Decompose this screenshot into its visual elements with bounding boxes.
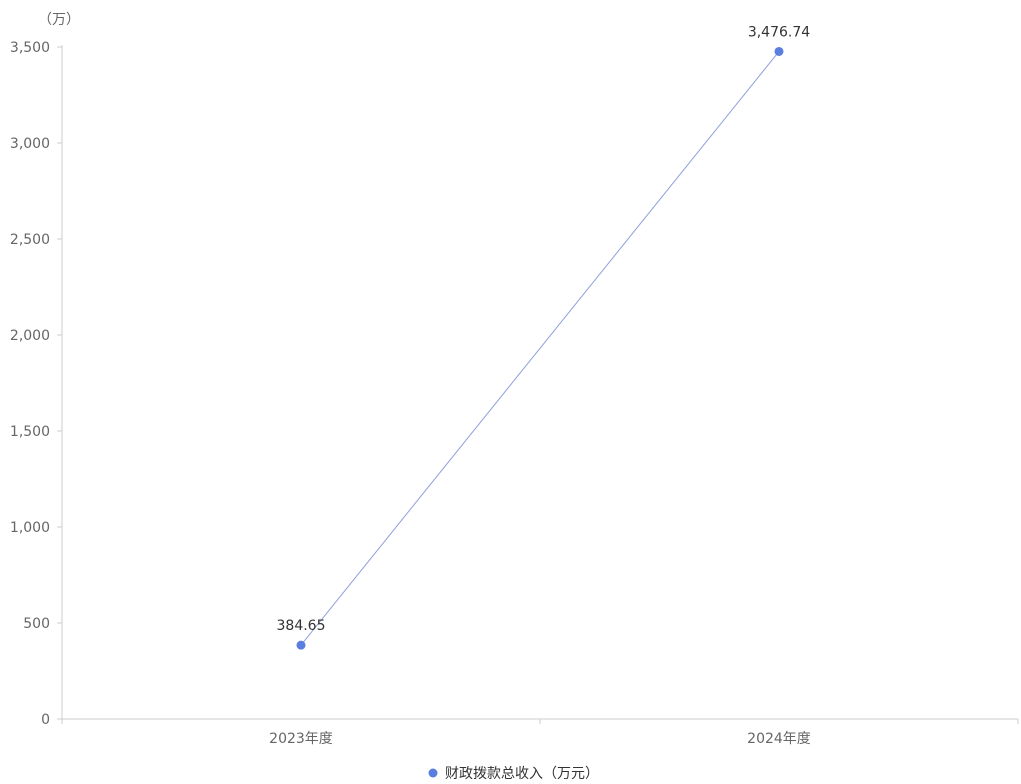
x-axis: 2023年度 2024年度: [61, 718, 1019, 747]
legend[interactable]: 财政拨款总收入（万元）: [428, 766, 600, 782]
legend-marker: [428, 768, 438, 778]
y-tick-label: 1,500: [10, 424, 50, 440]
x-tick-label: 2024年度: [747, 731, 811, 747]
y-tick-label: 0: [41, 712, 50, 728]
y-axis: 0 500 1,000 1,500 2,000 2,500 3,000 3,500: [10, 40, 63, 728]
data-label: 3,476.74: [748, 24, 810, 40]
data-point[interactable]: [774, 46, 784, 56]
y-tick-label: 2,000: [10, 328, 50, 344]
y-tick-label: 500: [23, 616, 50, 632]
plot-area: 384.65 3,476.74: [277, 24, 810, 650]
y-tick-label: 2,500: [10, 232, 50, 248]
y-tick-label: 1,000: [10, 520, 50, 536]
series-line: [300, 51, 780, 646]
x-tick-label: 2023年度: [269, 731, 333, 747]
legend-label: 财政拨款总收入（万元）: [445, 766, 599, 782]
y-axis-unit-label: （万）: [38, 12, 80, 28]
data-label: 384.65: [277, 618, 326, 634]
y-tick-label: 3,000: [10, 136, 50, 152]
y-tick-label: 3,500: [10, 40, 50, 56]
data-point[interactable]: [296, 640, 306, 650]
